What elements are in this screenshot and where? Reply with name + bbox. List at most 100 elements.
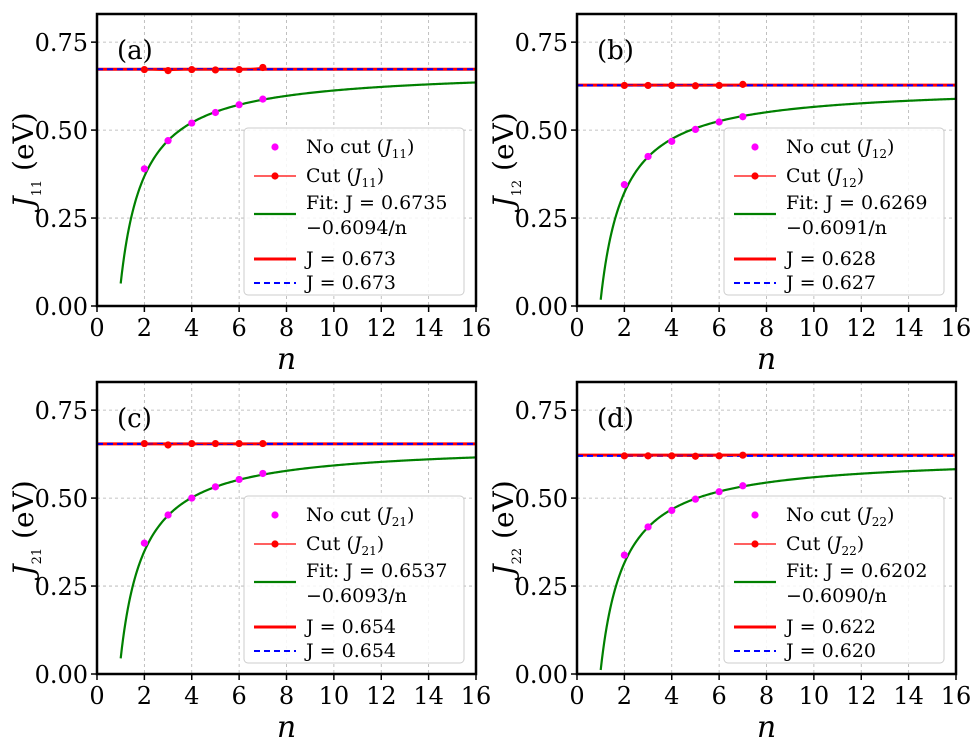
legend-cut-close: ) — [377, 533, 384, 555]
x-tick-label: 6 — [711, 682, 726, 710]
legend-blue-label: J = 0.654 — [304, 640, 396, 662]
x-tick-label: 14 — [893, 682, 924, 710]
nocut-point — [164, 511, 172, 519]
x-tick-label: 4 — [664, 314, 679, 342]
x-tick-label: 16 — [941, 314, 972, 342]
nocut-point — [235, 101, 243, 109]
y-axis-unit: (eV) — [7, 112, 40, 180]
panel-label: (d) — [597, 404, 634, 434]
y-axis-label: J11 (eV) — [7, 112, 45, 212]
legend-cut-marker — [751, 540, 759, 548]
y-tick-label: 0.75 — [515, 397, 568, 425]
legend-fit-label-1: Fit: J = 0.6202 — [786, 560, 927, 582]
legend-cut-label: Cut (J11) — [306, 165, 384, 190]
y-tick-label: 0.50 — [35, 117, 88, 145]
x-tick-label: 4 — [184, 682, 199, 710]
legend-cut-close: ) — [857, 533, 864, 555]
x-tick-label: 10 — [799, 682, 830, 710]
legend-nocut-close: ) — [887, 504, 894, 526]
nocut-point — [739, 482, 747, 490]
y-tick-label: 0.00 — [35, 661, 88, 689]
y-tick-label: 0.75 — [515, 29, 568, 57]
x-tick-label: 8 — [279, 682, 294, 710]
legend-cut-sub: 11 — [362, 176, 377, 190]
legend-nocut-text: No cut ( — [306, 504, 384, 526]
legend-cut-sub: 12 — [842, 176, 857, 190]
legend-nocut-sub: 21 — [392, 515, 407, 529]
legend-cut-label: Cut (J22) — [786, 533, 864, 558]
legend-blue-label: J = 0.620 — [784, 640, 876, 662]
cut-point — [164, 441, 172, 449]
legend-fit-label-1: Fit: J = 0.6735 — [306, 192, 447, 214]
x-tick-label: 0 — [89, 682, 104, 710]
nocut-point — [644, 523, 652, 531]
legend-nocut-text: No cut ( — [306, 136, 384, 158]
cut-point — [140, 65, 148, 74]
x-tick-label: 10 — [319, 682, 350, 710]
nocut-point — [188, 494, 196, 502]
cut-point — [739, 80, 747, 88]
y-tick-label: 0.50 — [515, 117, 568, 145]
legend-nocut-text: No cut ( — [786, 504, 864, 526]
legend-red-label: J = 0.654 — [304, 616, 396, 638]
y-tick-label: 0.75 — [35, 29, 88, 57]
y-tick-label: 0.25 — [515, 573, 568, 601]
x-tick-label: 16 — [941, 682, 972, 710]
legend-red-label: J = 0.628 — [784, 248, 876, 270]
y-axis-subscript: 21 — [30, 548, 45, 565]
legend-nocut-marker — [271, 143, 279, 151]
x-tick-label: 6 — [231, 314, 246, 342]
plot-area — [577, 80, 956, 300]
cut-series-line — [144, 66, 263, 72]
legend-fit-label-1: Fit: J = 0.6269 — [786, 192, 927, 214]
nocut-point — [715, 118, 723, 126]
y-tick-label: 0.50 — [515, 485, 568, 513]
nocut-point — [691, 495, 700, 503]
y-axis-symbol: J — [487, 195, 520, 213]
legend-cut-label: Cut (J21) — [306, 533, 384, 558]
legend-cut-text: Cut ( — [786, 165, 834, 187]
legend: No cut (J12)Cut (J12)Fit: J = 0.6269−0.6… — [723, 127, 945, 296]
legend-nocut-sym: J — [860, 136, 873, 158]
x-tick-label: 6 — [231, 682, 246, 710]
cut-series-line — [624, 454, 743, 457]
cut-point — [235, 65, 243, 74]
x-tick-label: 2 — [617, 314, 632, 342]
legend-cut-marker — [271, 540, 279, 548]
legend-nocut-label: No cut (J11) — [306, 136, 414, 161]
nocut-point — [140, 165, 148, 173]
cut-point — [259, 63, 267, 72]
fit-curve — [119, 456, 476, 659]
legend-box — [723, 127, 945, 296]
cut-point — [188, 65, 196, 74]
plot-area — [577, 451, 956, 671]
legend-cut-text: Cut ( — [306, 533, 354, 555]
legend-red-label: J = 0.622 — [784, 616, 876, 638]
y-axis-label: J12 (eV) — [487, 112, 525, 212]
y-axis-unit: (eV) — [7, 480, 40, 548]
y-axis-unit: (eV) — [487, 480, 520, 548]
x-tick-label: 0 — [89, 314, 104, 342]
legend-red-label: J = 0.673 — [304, 248, 396, 270]
legend-cut-marker — [751, 172, 759, 180]
legend-fit-label-2: −0.6091/n — [786, 217, 887, 239]
legend-cut-text: Cut ( — [306, 165, 354, 187]
legend-cut-close: ) — [857, 165, 864, 187]
nocut-point — [668, 137, 676, 145]
legend: No cut (J11) Cut (J11)Fit: J = 0.6735 −0.6… — [243, 127, 465, 296]
fit-curve — [599, 468, 956, 671]
legend-fit-label-2: −0.6094/n — [306, 217, 407, 239]
legend-nocut-marker — [751, 511, 759, 519]
legend-box — [723, 495, 945, 664]
cut-point — [140, 439, 148, 448]
x-tick-label: 10 — [319, 314, 350, 342]
y-tick-label: 0.00 — [515, 661, 568, 689]
nocut-point — [211, 483, 220, 491]
x-tick-label: 14 — [413, 682, 444, 710]
plot-area — [97, 63, 476, 284]
y-axis-label: J22 (eV) — [487, 480, 525, 580]
x-tick-label: 4 — [184, 314, 199, 342]
